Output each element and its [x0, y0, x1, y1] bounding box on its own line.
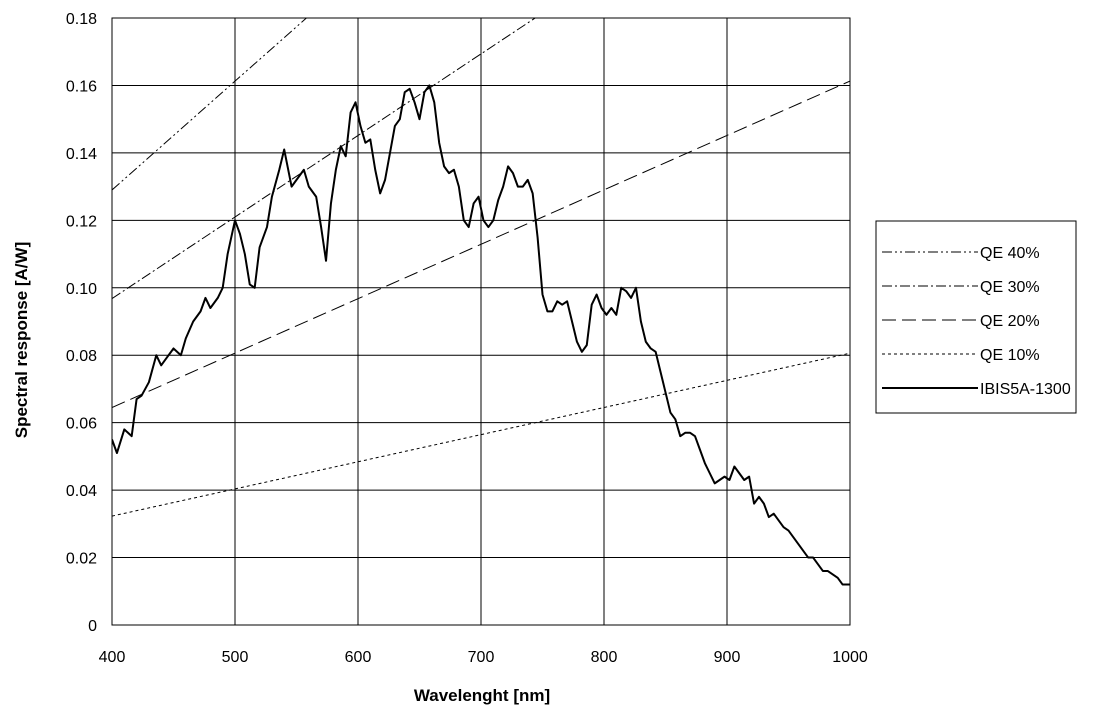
y-tick-label: 0.12: [66, 213, 97, 230]
legend: QE 40% QE 30% QE 20% QE 10% IBIS5A-1300: [875, 220, 1077, 414]
y-axis-ticks: 0 0.02 0.04 0.06 0.08 0.10 0.12 0.14 0.16 0.18: [66, 11, 97, 635]
x-tick-label: 900: [714, 649, 741, 666]
x-tick-label: 600: [345, 649, 372, 666]
y-tick-label: 0.10: [66, 281, 97, 298]
series-group: [112, 18, 850, 586]
y-tick-label: 0.14: [66, 146, 97, 163]
y-tick-label: 0: [88, 618, 97, 635]
legend-label-qe-10: QE 10%: [980, 347, 1040, 364]
y-tick-label: 0.08: [66, 348, 97, 365]
y-axis-title: Spectral response [A/W]: [12, 242, 31, 439]
x-tick-label: 800: [591, 649, 618, 666]
x-tick-label: 500: [222, 649, 249, 666]
y-tick-label: 0.16: [66, 78, 97, 95]
y-tick-label: 0.02: [66, 551, 97, 568]
legend-box: [875, 220, 1077, 414]
legend-label-ibis5a-1300: IBIS5A-1300: [980, 381, 1071, 398]
x-tick-label: 400: [99, 649, 126, 666]
x-tick-label: 1000: [832, 649, 868, 666]
legend-label-qe-30: QE 30%: [980, 279, 1040, 296]
series-line-qe-20: [112, 80, 850, 408]
y-tick-label: 0.04: [66, 483, 97, 500]
x-tick-label: 700: [468, 649, 495, 666]
x-axis-ticks: 400 500 600 700 800 900 1000: [99, 649, 868, 666]
legend-label-qe-20: QE 20%: [980, 313, 1040, 330]
y-tick-label: 0.18: [66, 11, 97, 28]
plot-area: [111, 17, 851, 626]
series-line-ibis5a-1300: [112, 84, 850, 586]
series-line-qe-40: [112, 18, 308, 191]
series-line-qe-30: [112, 18, 537, 299]
x-axis-title: Wavelenght [nm]: [414, 686, 550, 705]
legend-label-qe-40: QE 40%: [980, 245, 1040, 262]
y-tick-label: 0.06: [66, 416, 97, 433]
